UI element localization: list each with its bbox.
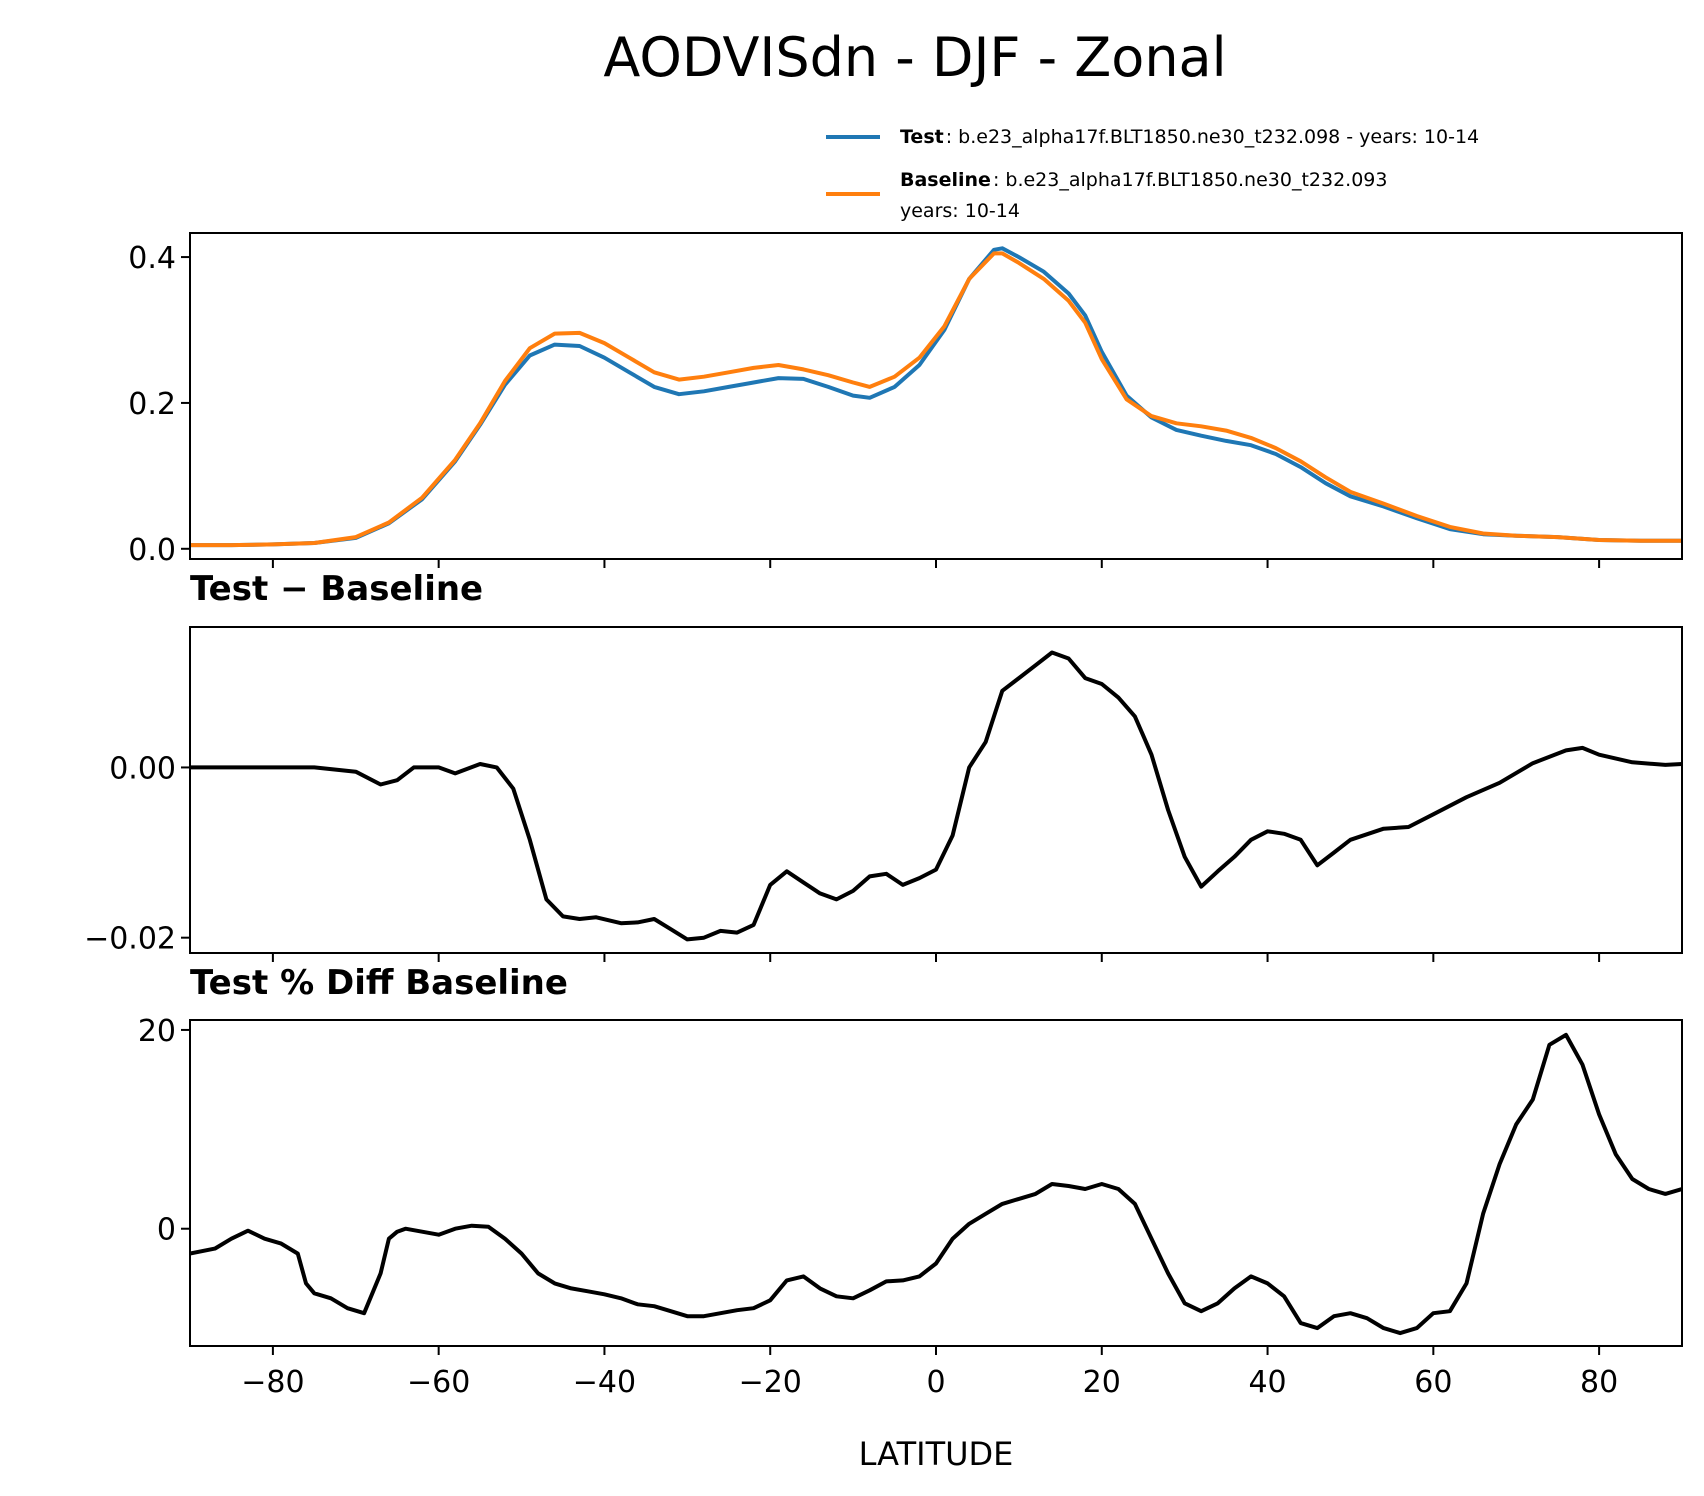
x-tick-label: −20 xyxy=(739,1365,802,1400)
y-tick-label: 0.4 xyxy=(128,241,176,276)
x-tick-label: 60 xyxy=(1414,1365,1452,1400)
test-series-line xyxy=(190,246,1682,548)
panel-percent-diff: 0 20 −80 −60 −40 −20 0 20 40 60 80 xyxy=(138,1014,1683,1400)
panel-title-difference: Test − Baseline xyxy=(190,569,483,609)
x-tick-label: −80 xyxy=(241,1365,304,1400)
chart-title: AODVISdn - DJF - Zonal xyxy=(603,26,1226,89)
plot-frame xyxy=(189,232,1683,560)
x-tick-label: −40 xyxy=(573,1365,636,1400)
x-tick-label: −60 xyxy=(407,1365,470,1400)
y-tick-label: 20 xyxy=(138,1014,176,1049)
baseline-series-line xyxy=(190,251,1682,548)
y-tick-label: 0.00 xyxy=(109,751,176,786)
panel-2-series-line xyxy=(190,1032,1682,1336)
y-tick-label: 0.2 xyxy=(128,387,176,422)
y-tick-label: 0.0 xyxy=(128,533,176,568)
x-axis-label: LATITUDE xyxy=(859,1435,1014,1473)
x-tick-label: 20 xyxy=(1083,1365,1121,1400)
x-tick-label: 0 xyxy=(926,1365,945,1400)
legend: Test: b.e23_alpha17f.BLT1850.ne30_t232.0… xyxy=(826,126,1479,222)
x-tick-label: 80 xyxy=(1580,1365,1618,1400)
legend-entry-baseline: Baseline: b.e23_alpha17f.BLT1850.ne30_t2… xyxy=(900,169,1387,191)
x-tick-label: 40 xyxy=(1248,1365,1286,1400)
y-tick-label: −0.02 xyxy=(84,922,176,957)
panel-zonal-mean: 0.0 0.2 0.4 xyxy=(128,232,1683,568)
plot-frame xyxy=(189,626,1683,954)
legend-entry-baseline-years: years: 10-14 xyxy=(900,200,1020,222)
panel-title-percent-diff: Test % Diff Baseline xyxy=(190,963,568,1003)
panel-1-series-line xyxy=(190,650,1682,942)
y-tick-label: 0 xyxy=(157,1213,176,1248)
legend-entry-test: Test: b.e23_alpha17f.BLT1850.ne30_t232.0… xyxy=(900,126,1479,148)
panel-difference: −0.02 0.00 xyxy=(84,626,1683,962)
